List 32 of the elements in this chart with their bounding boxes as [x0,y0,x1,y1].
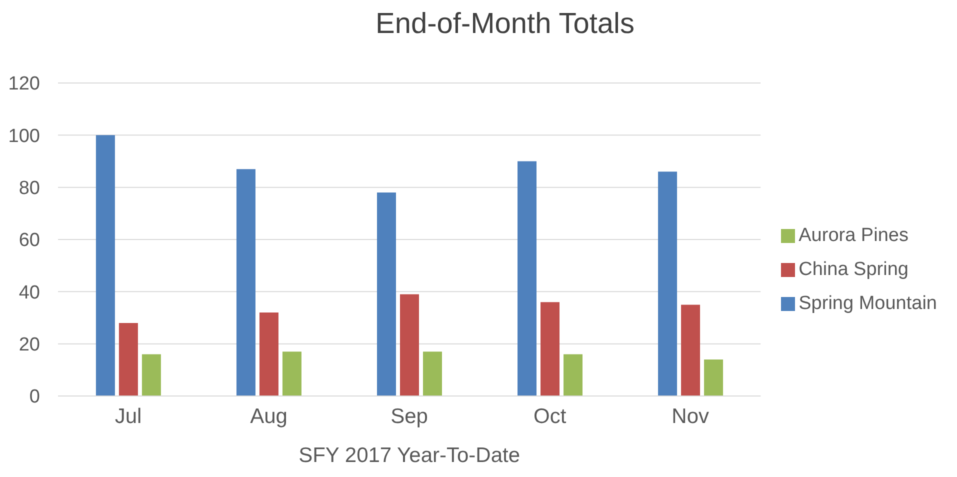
bar [658,172,678,396]
bar [422,352,442,396]
bar [96,135,115,396]
bar [704,359,724,396]
bar [118,322,138,396]
y-tick-label: 120 [8,74,40,95]
x-tick-label: Oct [534,404,566,428]
x-axis-title: SFY 2017 Year-To-Date [298,444,520,467]
x-tick-label: Jul [114,404,142,428]
legend-label: Aurora Pines [798,225,908,246]
y-tick-label: 20 [18,334,40,356]
bar [518,161,537,396]
x-tick-label: Nov [672,404,710,428]
bar [564,354,583,396]
x-tick-label: Aug [250,404,288,428]
bar [259,312,278,396]
y-tick-label: 0 [29,386,40,408]
legend-label: China Spring [798,259,908,280]
chart-title: End-of-Month Totals [374,8,636,41]
y-tick-label: 40 [18,282,40,304]
y-tick-label: 60 [18,230,40,252]
y-tick-label: 100 [8,126,40,147]
bar [400,294,419,396]
bar [282,352,302,396]
bar [236,169,256,396]
bar [142,354,161,396]
x-tick-label: Sep [390,404,428,428]
bar [681,304,700,396]
y-tick-label: 80 [18,178,40,200]
bar [540,302,560,396]
bar [376,192,396,396]
legend-label: Spring Mountain [798,293,937,314]
